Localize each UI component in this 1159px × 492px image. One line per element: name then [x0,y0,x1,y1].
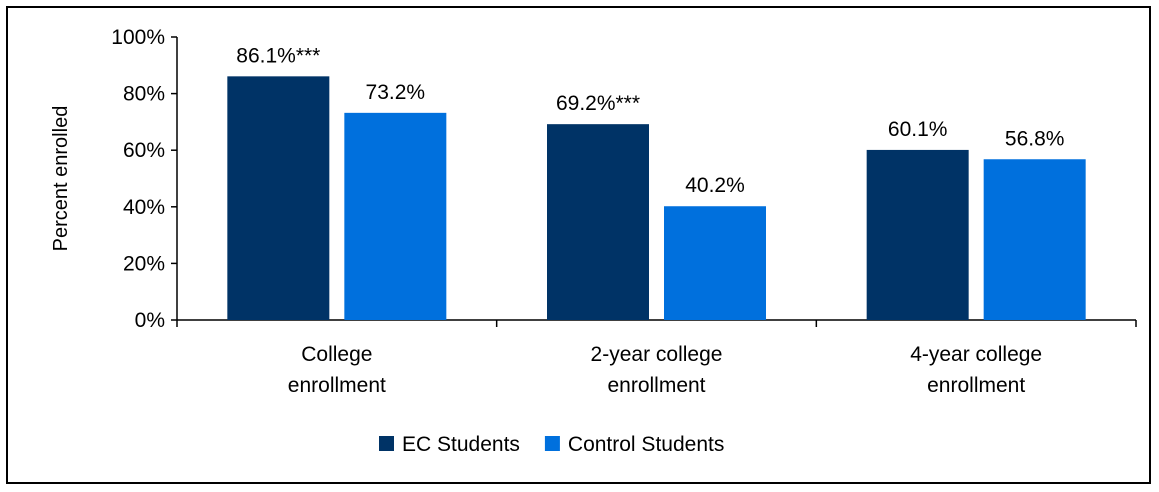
bar [664,206,766,320]
x-category-label: enrollment [927,374,1025,397]
legend: EC Students Control Students [379,433,724,456]
bar [983,159,1086,320]
bar [547,124,649,320]
legend-swatch [379,436,394,451]
legend-swatch [544,436,560,451]
data-label: 86.1%*** [236,44,320,67]
data-labels: 86.1%*** 73.2% 69.2%*** 40.2% 60.1% 56.8% [236,44,1064,197]
x-category-label: enrollment [607,374,705,397]
data-label: 73.2% [366,81,426,104]
y-tick-label: 0% [135,309,165,332]
x-category-label: College [301,343,372,366]
data-label: 69.2%*** [556,92,640,115]
y-tick-label: 80% [123,83,165,106]
data-label: 40.2% [685,174,745,197]
legend-item: Control Students [544,433,724,456]
y-tick-label: 100% [111,26,165,49]
bar [344,112,447,321]
y-tick-label: 60% [123,139,165,162]
y-tick-label: 40% [123,196,165,219]
y-axis-label: Percent enrolled [50,106,72,252]
bar [866,149,969,320]
x-category-label: 4-year college [910,343,1042,366]
axes: 0% 20% 40% 60% 80% 100% Percent enrolled Colleg… [50,26,1137,397]
bar [227,76,330,320]
data-label: 60.1% [888,118,948,141]
x-category-label: enrollment [288,374,386,397]
y-tick-label: 20% [123,252,165,275]
legend-label: EC Students [402,433,520,456]
bars [227,76,1086,321]
data-label: 56.8% [1005,127,1065,150]
x-category-label: 2-year college [591,343,723,366]
legend-label: Control Students [568,433,724,456]
legend-item: EC Students [379,433,520,456]
